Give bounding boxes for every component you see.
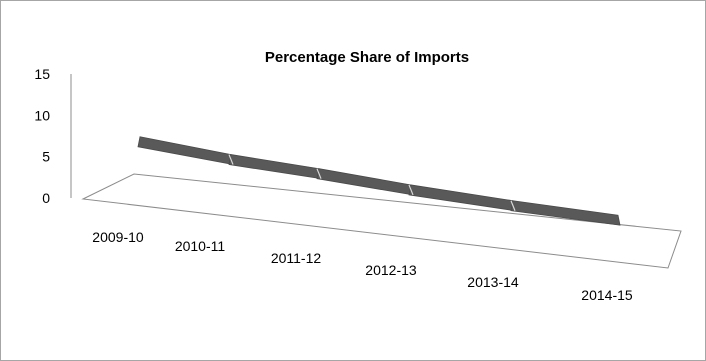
series-segment bbox=[137, 136, 234, 166]
axes-layer bbox=[70, 74, 682, 269]
series-point bbox=[228, 154, 234, 165]
series-point bbox=[408, 184, 414, 196]
y-tick-label: 5 bbox=[42, 149, 50, 165]
x-category-label: 2010-11 bbox=[175, 238, 226, 254]
series-point bbox=[316, 168, 322, 179]
series-segment bbox=[408, 184, 516, 212]
y-tick-label: 0 bbox=[42, 190, 50, 206]
x-category-label: 2013-14 bbox=[467, 274, 519, 290]
x-category-label: 2009-10 bbox=[92, 229, 144, 245]
series-layer bbox=[137, 136, 621, 226]
series-segment bbox=[510, 200, 621, 226]
y-tick-label: 10 bbox=[34, 107, 50, 123]
chart-title: Percentage Share of Imports bbox=[265, 49, 469, 66]
series-point bbox=[510, 200, 516, 211]
series-segment bbox=[228, 154, 322, 180]
x-axis-categories: 2009-10 2010-11 2011-12 2012-13 2013-14 2014-… bbox=[92, 229, 633, 303]
series-segment bbox=[316, 168, 414, 196]
x-category-label: 2014-15 bbox=[581, 287, 633, 303]
x-category-label: 2012-13 bbox=[365, 262, 417, 278]
y-axis-ticks: 0 5 10 15 bbox=[34, 66, 50, 206]
y-tick-label: 15 bbox=[34, 66, 50, 82]
x-category-label: 2011-12 bbox=[271, 250, 322, 266]
chart-floor bbox=[81, 173, 682, 269]
